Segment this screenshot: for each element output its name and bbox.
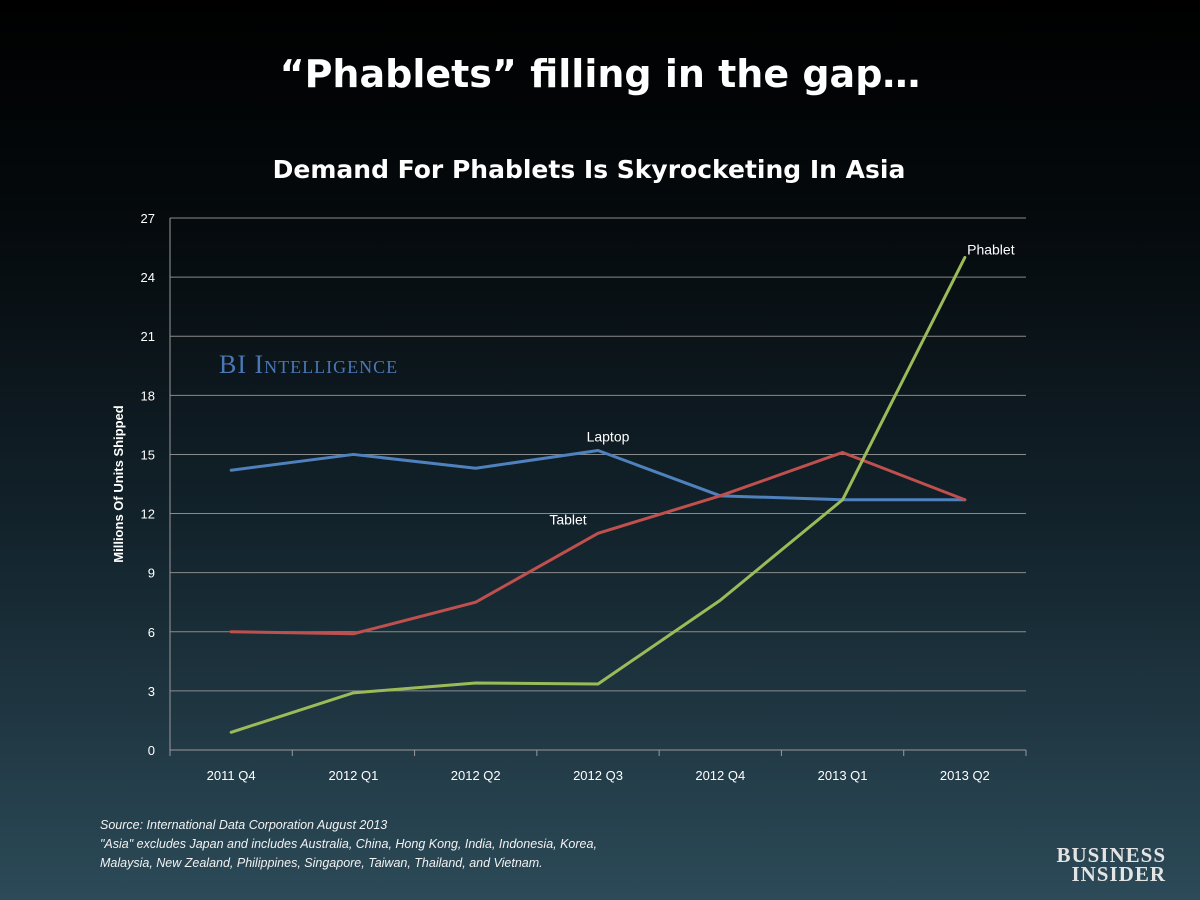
x-tick-label: 2012 Q1 bbox=[328, 768, 378, 783]
annotation-laptop: Laptop bbox=[587, 429, 630, 445]
x-tick-label: 2013 Q2 bbox=[940, 768, 990, 783]
source-line: Malaysia, New Zealand, Philippines, Sing… bbox=[100, 856, 543, 870]
source-note: Source: International Data Corporation A… bbox=[100, 816, 597, 873]
series-line-tablet bbox=[229, 450, 967, 636]
source-line: "Asia" excludes Japan and includes Austr… bbox=[100, 837, 597, 851]
bi-intelligence-watermark: BI Intelligence bbox=[219, 350, 399, 379]
annotation-tablet: Tablet bbox=[549, 511, 586, 527]
y-tick-label: 18 bbox=[141, 388, 155, 403]
y-tick-label: 24 bbox=[141, 270, 155, 285]
x-tick-label: 2012 Q2 bbox=[451, 768, 501, 783]
annotation-phablet: Phablet bbox=[967, 241, 1015, 257]
y-tick-label: 15 bbox=[141, 447, 155, 462]
x-tick-label: 2013 Q1 bbox=[818, 768, 868, 783]
brand-line-1: BUSINESS bbox=[1056, 843, 1166, 867]
y-tick-label: 6 bbox=[148, 625, 155, 640]
x-tick-label: 2012 Q3 bbox=[573, 768, 623, 783]
x-tick-label: 2012 Q4 bbox=[695, 768, 745, 783]
y-tick-label: 9 bbox=[148, 566, 155, 581]
source-line: Source: International Data Corporation A… bbox=[100, 818, 388, 832]
slide-title: “Phablets” filling in the gap… bbox=[279, 52, 921, 96]
chart-title: Demand For Phablets Is Skyrocketing In A… bbox=[272, 155, 906, 184]
y-tick-label: 21 bbox=[141, 329, 155, 344]
y-tick-label: 3 bbox=[148, 684, 155, 699]
y-axis-title: Millions Of Units Shipped bbox=[111, 405, 126, 563]
y-tick-label: 0 bbox=[148, 743, 155, 758]
series-line-phablet bbox=[229, 255, 967, 734]
x-tick-label: 2011 Q4 bbox=[207, 768, 256, 783]
y-tick-label: 12 bbox=[141, 507, 155, 522]
brand-line-2: INSIDER bbox=[1071, 862, 1166, 886]
y-tick-label: 27 bbox=[141, 211, 155, 226]
business-insider-logo: BUSINESS INSIDER bbox=[1056, 843, 1166, 886]
